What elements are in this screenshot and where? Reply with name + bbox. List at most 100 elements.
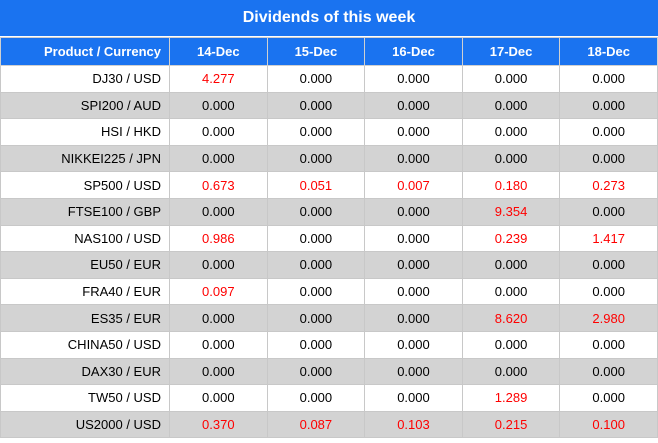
table-row: NAS100 / USD 0.986 0.000 0.000 0.239 1.417 [0,224,658,253]
dividend-value-cell: 0.000 [169,330,268,359]
dividend-value-cell: 0.000 [169,197,268,226]
product-cell: TW50 / USD [0,384,170,412]
table-row: SP500 / USD 0.673 0.051 0.007 0.180 0.273 [0,171,658,199]
dividend-value-cell: 0.000 [364,304,463,332]
dividend-value-cell: 0.000 [266,304,366,332]
dividend-value-cell: 0.000 [266,330,366,359]
dividend-value-cell: 0.370 [169,410,268,439]
dividend-value-cell: 0.097 [169,277,268,306]
dividend-value-cell: 0.000 [169,118,268,146]
dividend-value-cell: 0.000 [461,357,561,386]
dividend-value-cell: 0.000 [461,144,561,173]
product-cell: SPI200 / AUD [0,91,170,120]
table-row: DJ30 / USD 4.277 0.000 0.000 0.000 0.000 [0,65,658,93]
dividend-value-cell: 0.000 [169,91,268,120]
dividend-value-cell: 0.000 [461,65,561,93]
dividend-value-cell: 0.087 [266,410,366,439]
product-cell: SP500 / USD [0,171,170,199]
dividends-table: Product / Currency 14-Dec 15-Dec 16-Dec … [0,37,658,439]
product-cell: DJ30 / USD [0,65,170,93]
dividend-value-cell: 0.000 [266,118,366,146]
dividend-value-cell: 0.000 [169,304,268,332]
dividend-value-cell: 0.986 [169,224,268,253]
dividend-value-cell: 0.000 [364,197,463,226]
dividend-value-cell: 0.000 [364,91,463,120]
dividend-value-cell: 1.417 [559,224,658,253]
dividend-value-cell: 0.000 [364,357,463,386]
dividend-value-cell: 0.239 [461,224,561,253]
dividend-value-cell: 9.354 [461,197,561,226]
table-row: FTSE100 / GBP 0.000 0.000 0.000 9.354 0.000 [0,197,658,226]
dividend-value-cell: 0.000 [559,330,658,359]
table-row: FRA40 / EUR 0.097 0.000 0.000 0.000 0.000 [0,277,658,306]
header-date: 18-Dec [559,37,658,66]
dividend-value-cell: 2.980 [559,304,658,332]
dividend-value-cell: 0.000 [559,251,658,279]
dividend-value-cell: 0.000 [266,251,366,279]
product-cell: NAS100 / USD [0,224,170,253]
product-cell: HSI / HKD [0,118,170,146]
table-row: EU50 / EUR 0.000 0.000 0.000 0.000 0.000 [0,251,658,279]
dividend-value-cell: 0.000 [559,65,658,93]
dividend-value-cell: 0.180 [461,171,561,199]
dividend-value-cell: 0.215 [461,410,561,439]
dividend-value-cell: 0.000 [364,384,463,412]
dividend-value-cell: 0.000 [364,224,463,253]
dividend-value-cell: 0.000 [169,144,268,173]
dividend-value-cell: 0.103 [364,410,463,439]
product-cell: NIKKEI225 / JPN [0,144,170,173]
dividend-value-cell: 0.000 [461,118,561,146]
dividend-value-cell: 0.000 [266,224,366,253]
dividend-value-cell: 0.000 [559,118,658,146]
dividend-value-cell: 0.000 [364,65,463,93]
table-row: ES35 / EUR 0.000 0.000 0.000 8.620 2.980 [0,304,658,332]
header-date: 15-Dec [266,37,366,66]
product-cell: CHINA50 / USD [0,330,170,359]
dividend-value-cell: 0.000 [364,277,463,306]
dividend-value-cell: 0.000 [559,357,658,386]
table-row: HSI / HKD 0.000 0.000 0.000 0.000 0.000 [0,118,658,146]
dividend-value-cell: 0.000 [559,384,658,412]
table-body: DJ30 / USD 4.277 0.000 0.000 0.000 0.000 SPI20… [0,65,658,439]
dividend-value-cell: 0.673 [169,171,268,199]
product-cell: FRA40 / EUR [0,277,170,306]
dividend-value-cell: 0.000 [266,197,366,226]
dividend-value-cell: 0.000 [266,384,366,412]
dividend-value-cell: 0.000 [559,197,658,226]
dividend-value-cell: 0.000 [559,277,658,306]
dividend-value-cell: 0.273 [559,171,658,199]
dividend-value-cell: 0.000 [266,91,366,120]
dividend-value-cell: 0.000 [364,330,463,359]
dividend-value-cell: 0.000 [461,251,561,279]
dividend-value-cell: 0.000 [364,144,463,173]
dividend-value-cell: 0.000 [266,144,366,173]
dividend-value-cell: 0.000 [266,65,366,93]
dividend-value-cell: 0.007 [364,171,463,199]
dividend-value-cell: 0.000 [461,277,561,306]
dividend-value-cell: 0.000 [461,91,561,120]
product-cell: EU50 / EUR [0,251,170,279]
header-row: Product / Currency 14-Dec 15-Dec 16-Dec … [0,37,658,66]
product-cell: DAX30 / EUR [0,357,170,386]
dividend-value-cell: 0.000 [559,144,658,173]
table-row: DAX30 / EUR 0.000 0.000 0.000 0.000 0.000 [0,357,658,386]
dividend-value-cell: 0.000 [559,91,658,120]
dividend-value-cell: 0.000 [169,251,268,279]
product-cell: ES35 / EUR [0,304,170,332]
header-product-currency: Product / Currency [0,37,170,66]
dividend-value-cell: 0.000 [169,384,268,412]
dividend-value-cell: 1.289 [461,384,561,412]
dividend-value-cell: 0.000 [266,277,366,306]
dividend-value-cell: 0.000 [364,118,463,146]
dividend-value-cell: 0.000 [461,330,561,359]
dividend-value-cell: 0.100 [559,410,658,439]
product-cell: US2000 / USD [0,410,170,439]
table-row: US2000 / USD 0.370 0.087 0.103 0.215 0.100 [0,410,658,439]
dividend-value-cell: 4.277 [169,65,268,93]
header-date: 14-Dec [169,37,268,66]
dividend-value-cell: 0.000 [169,357,268,386]
table-row: NIKKEI225 / JPN 0.000 0.000 0.000 0.000 0.000 [0,144,658,173]
product-cell: FTSE100 / GBP [0,197,170,226]
dividend-value-cell: 0.051 [266,171,366,199]
